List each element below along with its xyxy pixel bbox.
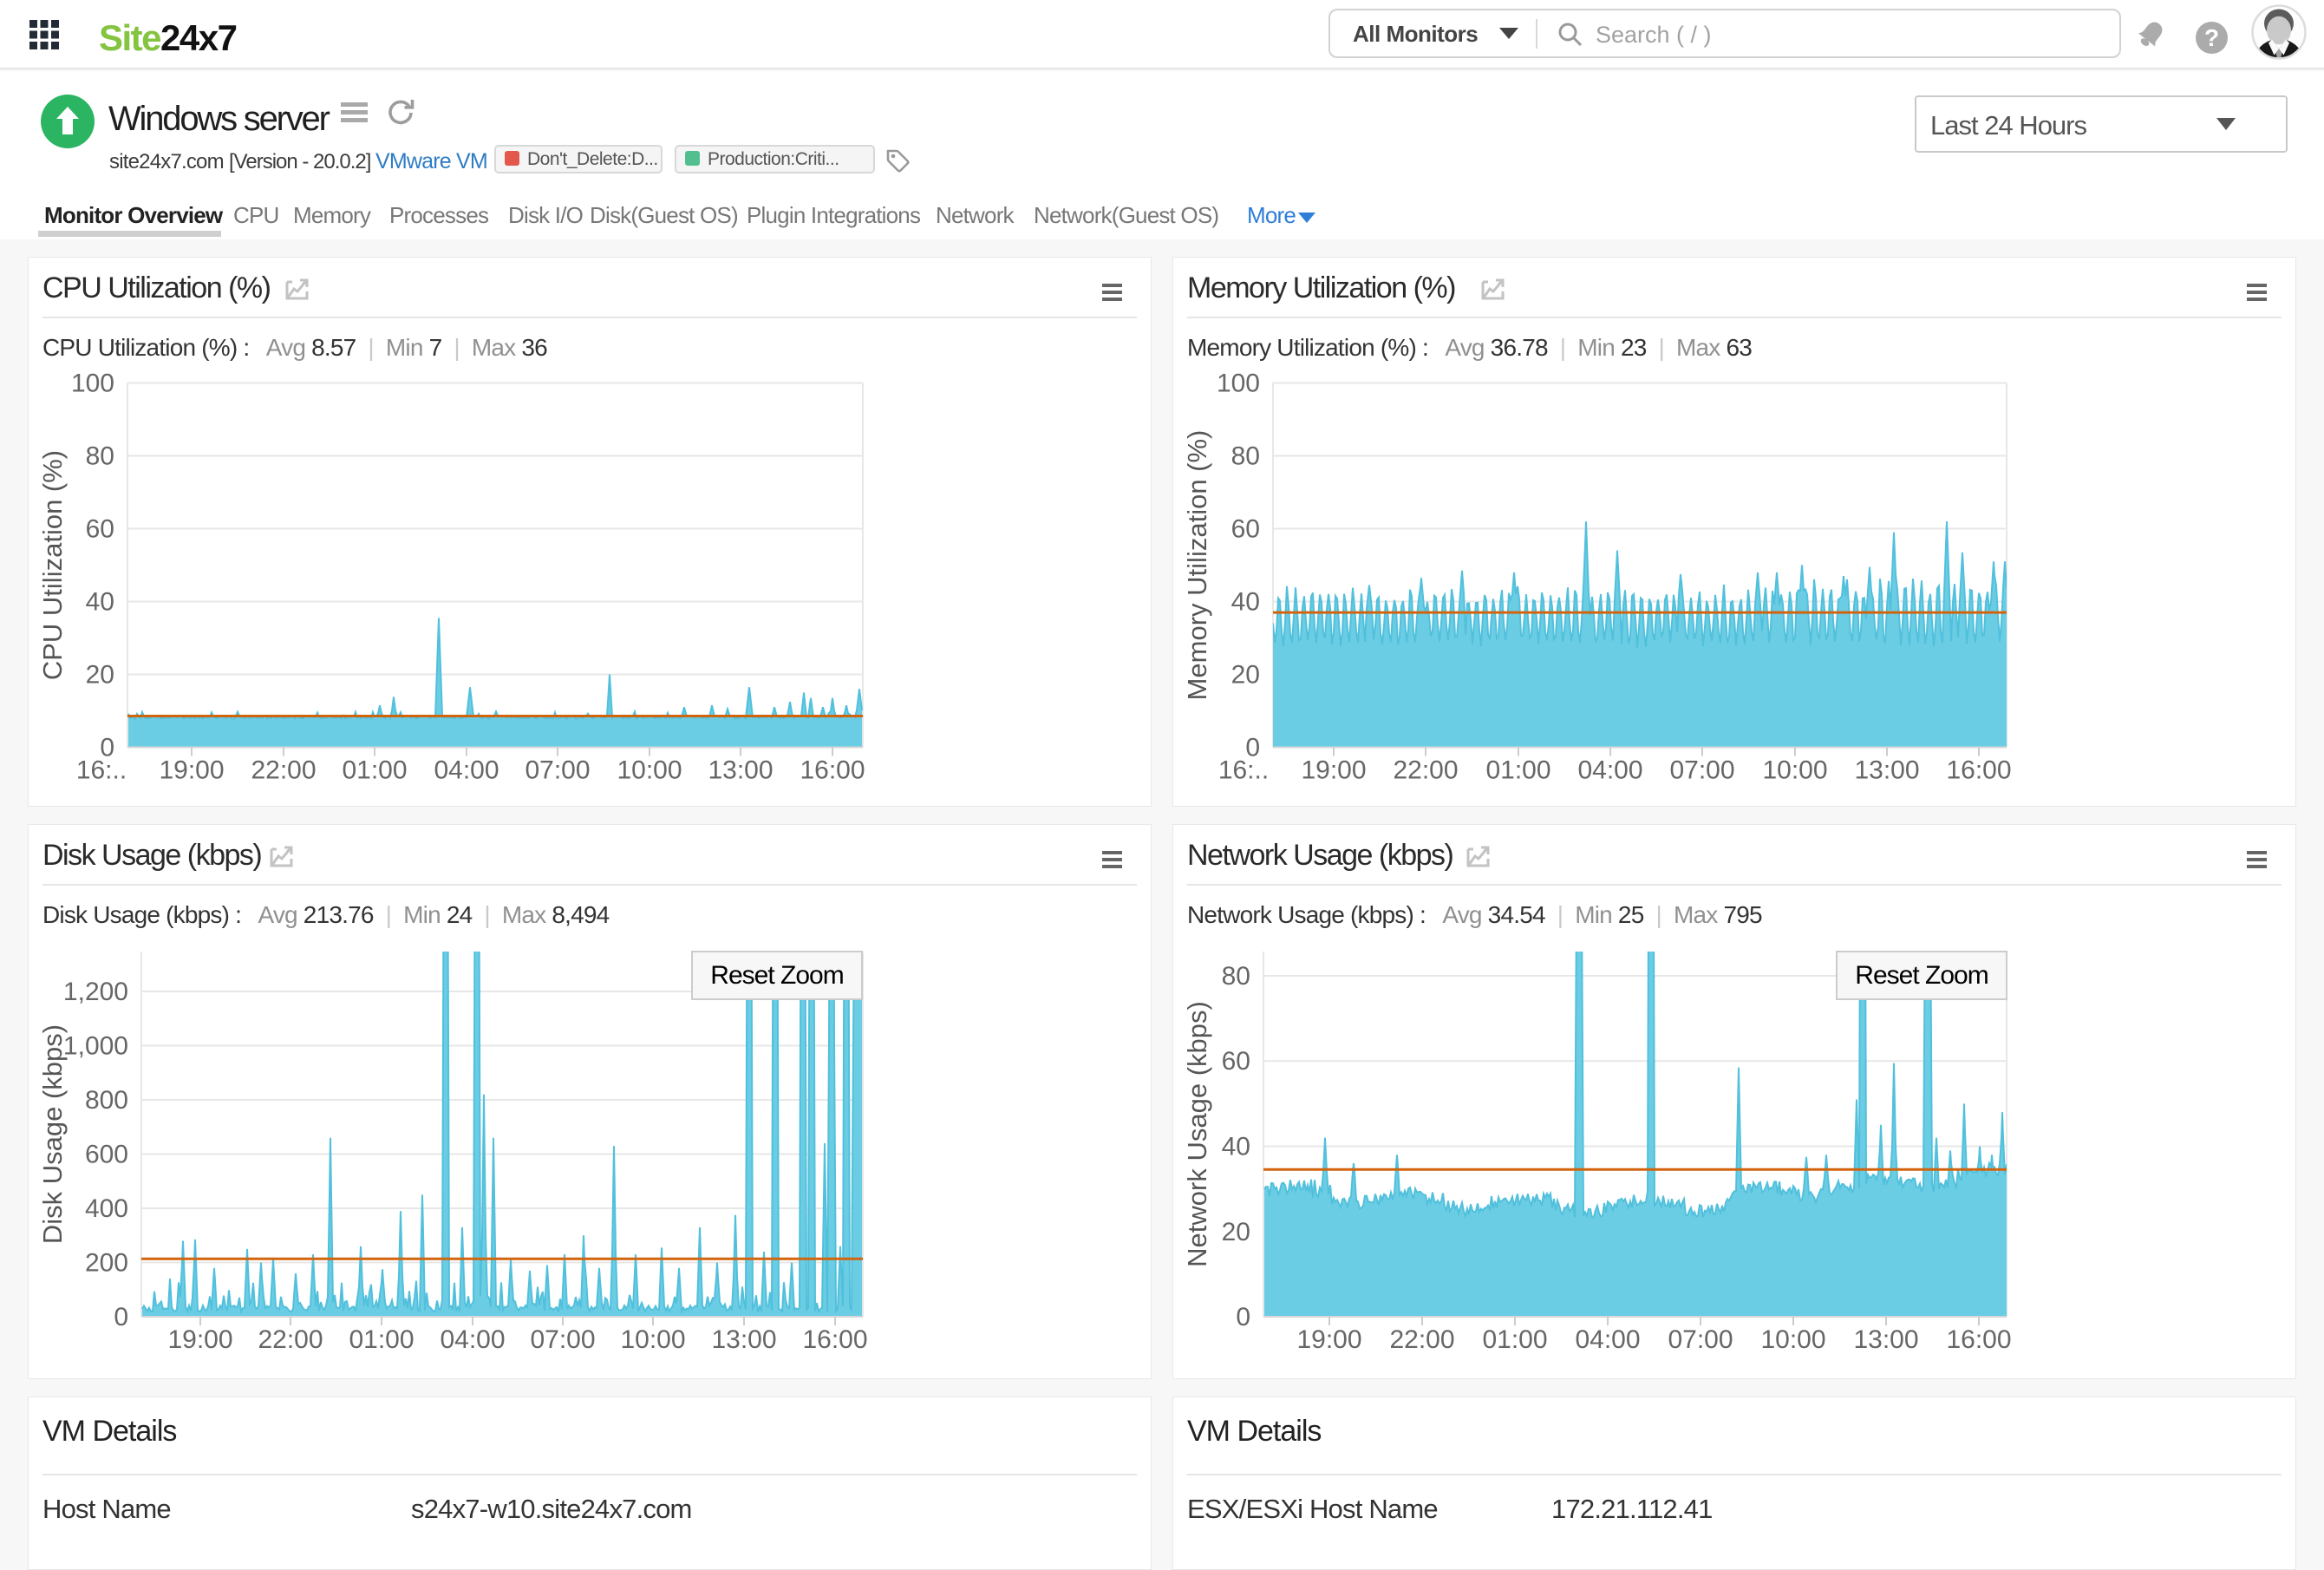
svg-text:Disk Usage (kbps): Disk Usage (kbps)	[37, 1024, 68, 1244]
svg-text:07:00: 07:00	[525, 756, 590, 785]
svg-text:16:..: 16:..	[1218, 756, 1269, 785]
svg-text:19:00: 19:00	[1296, 1325, 1361, 1354]
svg-text:01:00: 01:00	[349, 1325, 414, 1354]
svg-text:20: 20	[1231, 661, 1260, 690]
svg-text:13:00: 13:00	[1854, 756, 1919, 785]
svg-text:04:00: 04:00	[434, 756, 499, 785]
svg-text:19:00: 19:00	[159, 756, 224, 785]
svg-text:Memory Utilization (%): Memory Utilization (%)	[1182, 430, 1212, 701]
svg-text:40: 40	[86, 588, 114, 617]
svg-text:13:00: 13:00	[1853, 1325, 1918, 1354]
svg-text:100: 100	[1217, 370, 1260, 398]
svg-text:10:00: 10:00	[1762, 756, 1827, 785]
svg-text:20: 20	[1222, 1218, 1250, 1246]
svg-text:0: 0	[114, 1303, 128, 1331]
svg-text:0: 0	[1245, 734, 1260, 762]
svg-text:19:00: 19:00	[167, 1325, 232, 1354]
svg-text:200: 200	[85, 1249, 128, 1278]
svg-text:04:00: 04:00	[440, 1325, 505, 1354]
svg-text:01:00: 01:00	[342, 756, 407, 785]
svg-text:22:00: 22:00	[1389, 1325, 1454, 1354]
svg-text:0: 0	[1236, 1303, 1250, 1331]
svg-text:04:00: 04:00	[1575, 1325, 1640, 1354]
svg-text:40: 40	[1231, 588, 1260, 617]
svg-text:22:00: 22:00	[251, 756, 316, 785]
svg-text:20: 20	[86, 661, 114, 690]
svg-text:600: 600	[85, 1141, 128, 1169]
svg-text:16:00: 16:00	[1946, 756, 2011, 785]
svg-text:10:00: 10:00	[617, 756, 682, 785]
svg-text:19:00: 19:00	[1301, 756, 1366, 785]
svg-text:07:00: 07:00	[1669, 756, 1734, 785]
svg-text:22:00: 22:00	[1393, 756, 1458, 785]
svg-text:800: 800	[85, 1086, 128, 1115]
svg-text:10:00: 10:00	[620, 1325, 685, 1354]
svg-text:04:00: 04:00	[1577, 756, 1642, 785]
svg-text:0: 0	[100, 734, 114, 762]
svg-text:07:00: 07:00	[1668, 1325, 1733, 1354]
svg-text:80: 80	[1222, 962, 1250, 991]
svg-text:40: 40	[1222, 1133, 1250, 1161]
svg-text:16:00: 16:00	[1946, 1325, 2011, 1354]
svg-text:Network Usage (kbps): Network Usage (kbps)	[1182, 1001, 1212, 1267]
svg-text:13:00: 13:00	[711, 1325, 776, 1354]
svg-text:60: 60	[86, 515, 114, 544]
svg-text:01:00: 01:00	[1482, 1325, 1547, 1354]
svg-text:16:00: 16:00	[802, 1325, 867, 1354]
svg-text:10:00: 10:00	[1760, 1325, 1825, 1354]
svg-text:22:00: 22:00	[258, 1325, 323, 1354]
svg-text:01:00: 01:00	[1485, 756, 1550, 785]
svg-text:100: 100	[71, 370, 114, 398]
svg-text:13:00: 13:00	[708, 756, 773, 785]
svg-text:400: 400	[85, 1194, 128, 1223]
svg-text:CPU Utilization (%): CPU Utilization (%)	[37, 450, 68, 680]
svg-text:1,000: 1,000	[63, 1032, 128, 1061]
svg-text:1,200: 1,200	[63, 978, 128, 1006]
svg-text:60: 60	[1222, 1047, 1250, 1076]
svg-text:60: 60	[1231, 515, 1260, 544]
svg-text:16:00: 16:00	[800, 756, 865, 785]
svg-text:80: 80	[86, 442, 114, 471]
svg-text:16:..: 16:..	[76, 756, 127, 785]
svg-text:07:00: 07:00	[530, 1325, 595, 1354]
svg-text:80: 80	[1231, 442, 1260, 471]
